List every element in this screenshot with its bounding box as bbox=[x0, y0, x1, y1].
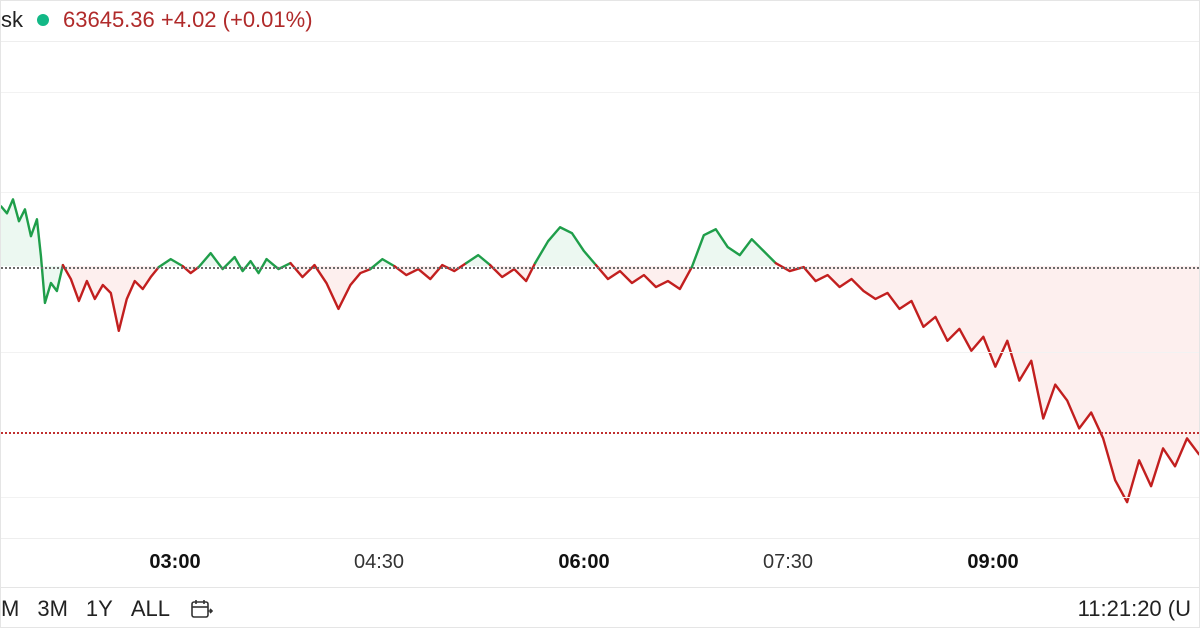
range-1y[interactable]: 1Y bbox=[86, 596, 113, 622]
range-all[interactable]: ALL bbox=[131, 596, 170, 622]
current_line bbox=[1, 432, 1199, 434]
range-3m[interactable]: 3M bbox=[37, 596, 68, 622]
price-chart bbox=[1, 42, 1199, 538]
x-tick-label: 09:00 bbox=[967, 551, 1018, 574]
status-dot bbox=[37, 14, 49, 26]
x-tick-label: 07:30 bbox=[763, 551, 813, 574]
x-tick-label: 03:00 bbox=[149, 551, 200, 574]
x-tick-label: 06:00 bbox=[558, 551, 609, 574]
footer: M 3M 1Y ALL 11:21:20 (U bbox=[1, 587, 1199, 628]
x-axis-labels: 03:00 04:30 06:00 07:30 09:00 bbox=[1, 539, 1199, 587]
x-tick-label: 04:30 bbox=[354, 551, 404, 574]
clock: 11:21:20 (U bbox=[1078, 596, 1191, 622]
calendar-icon[interactable] bbox=[188, 597, 214, 621]
header: sk 63645.36 +4.02 (+0.01%) bbox=[1, 1, 1199, 41]
range-selector: M 3M 1Y ALL bbox=[1, 596, 214, 622]
price-line: 63645.36 +4.02 (+0.01%) bbox=[63, 7, 313, 33]
chart-widget: sk 63645.36 +4.02 (+0.01%) 03:00 04:30 06:… bbox=[0, 0, 1200, 628]
range-m[interactable]: M bbox=[1, 596, 19, 622]
baseline bbox=[1, 267, 1199, 269]
chart-area[interactable] bbox=[1, 41, 1199, 539]
symbol-fragment: sk bbox=[1, 7, 23, 33]
